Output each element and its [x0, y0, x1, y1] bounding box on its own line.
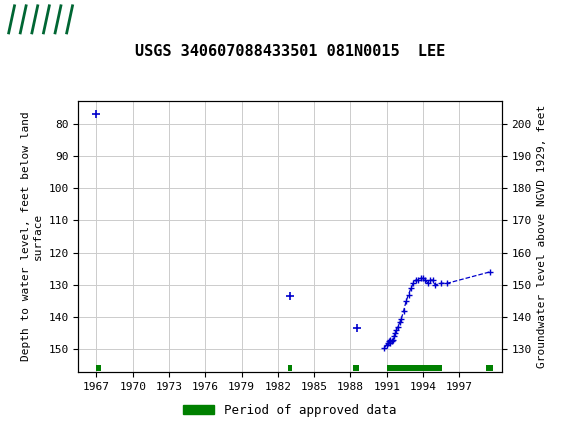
Text: USGS: USGS [74, 10, 125, 28]
Bar [387, 365, 443, 371]
Bar [486, 365, 493, 371]
Bar [96, 365, 101, 371]
FancyBboxPatch shape [9, 6, 67, 33]
Y-axis label: Depth to water level, feet below land
surface: Depth to water level, feet below land su… [21, 112, 43, 361]
Legend: Period of approved data: Period of approved data [178, 399, 402, 421]
Bar [288, 365, 292, 371]
Text: USGS 340607088433501 081N0015  LEE: USGS 340607088433501 081N0015 LEE [135, 44, 445, 59]
Bar [353, 365, 359, 371]
Y-axis label: Groundwater level above NGVD 1929, feet: Groundwater level above NGVD 1929, feet [537, 105, 547, 368]
